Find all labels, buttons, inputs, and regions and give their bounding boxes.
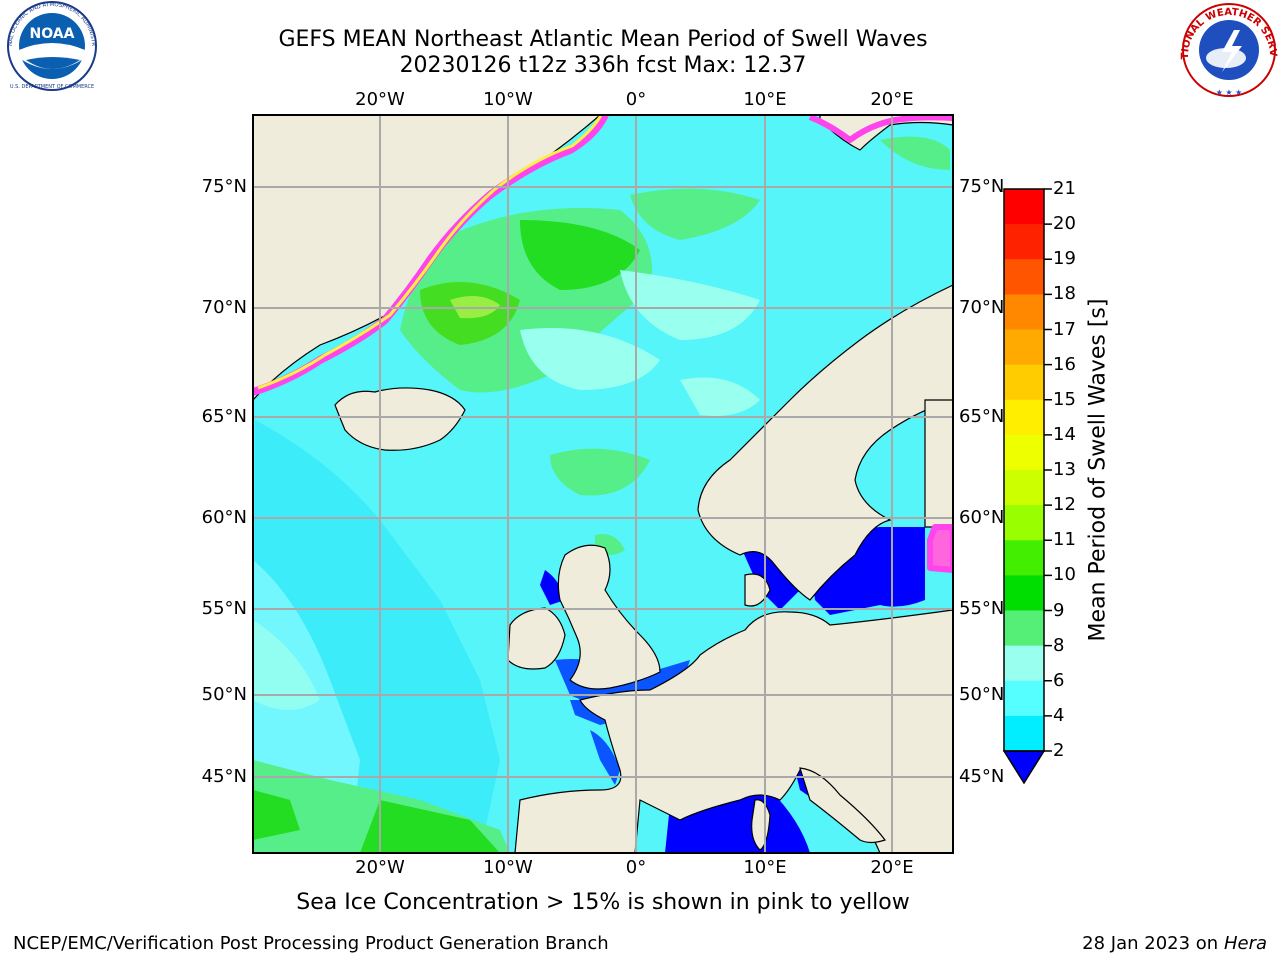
colorbar [1002, 188, 1052, 785]
colorbar-segment [1004, 575, 1044, 611]
footer-date: 28 Jan 2023 on Hera [1082, 933, 1267, 954]
colorbar-tick-label: 13 [1053, 459, 1076, 480]
lat-label-left: 50°N [201, 684, 247, 705]
lat-label-right: 70°N [959, 297, 1005, 318]
map-title: GEFS MEAN Northeast Atlantic Mean Period… [278, 27, 928, 52]
colorbar-tick-label: 12 [1053, 494, 1076, 516]
lon-label-bottom: 0° [625, 857, 647, 878]
sea-ice-note: Sea Ice Concentration > 15% is shown in … [296, 890, 910, 915]
sea-ice-edge [253, 115, 953, 573]
lon-label-top: 20°E [870, 89, 914, 110]
colorbar-tick-label: 18 [1053, 283, 1076, 305]
noaa-ring-text-bottom: U.S. DEPARTMENT OF COMMERCE [10, 84, 94, 90]
colorbar-segment [1004, 294, 1044, 330]
colorbar-tick-label: 19 [1053, 248, 1076, 270]
colorbar-segment [1004, 645, 1044, 682]
ireland [507, 607, 566, 670]
colorbar-segment [1004, 715, 1044, 752]
footer-date-text: 28 Jan 2023 on [1082, 933, 1219, 954]
italy-boot [799, 767, 886, 844]
lon-label-top: 20°W [355, 89, 405, 110]
colorbar-segment [1004, 434, 1044, 471]
colorbar-tick-label: 8 [1053, 634, 1065, 656]
colorbar-tick-label: 6 [1053, 669, 1065, 691]
colorbar-tick-label: 15 [1053, 388, 1076, 410]
footer-host: Hera [1223, 933, 1267, 954]
swell-period-patches [253, 136, 950, 853]
colorbar-segment [1004, 364, 1044, 401]
lat-label-right: 65°N [959, 406, 1005, 427]
svg-text:★ ★ ★: ★ ★ ★ [1216, 88, 1243, 97]
colorbar-segment [1004, 505, 1044, 541]
finland [924, 399, 953, 528]
lon-label-top: 0° [625, 89, 647, 110]
colorbar-tick-label: 16 [1053, 353, 1076, 375]
denmark [744, 573, 771, 607]
map-subtitle: 20230126 t12z 336h fcst Max: 12.37 [399, 53, 807, 78]
colorbar-tick-label: 17 [1053, 318, 1076, 340]
lon-label-bottom: 10°E [743, 857, 787, 878]
colorbar-tick-label: 20 [1053, 213, 1076, 235]
colorbar-under-triangle [1002, 750, 1046, 785]
colorbar-segment [1004, 259, 1044, 295]
graticule [253, 115, 953, 853]
colorbar-segment [1004, 329, 1044, 366]
scandinavia [697, 284, 953, 601]
lon-label-top: 10°E [743, 89, 787, 110]
lon-label-bottom: 10°W [483, 857, 533, 878]
colorbar-tick-label: 10 [1053, 564, 1076, 586]
lat-label-left: 55°N [201, 598, 247, 619]
colorbar-segment [1004, 610, 1044, 647]
noaa-logo-text: NOAA [30, 26, 75, 42]
colorbar-tick-label: 21 [1053, 178, 1076, 199]
colorbar-tick-label: 14 [1053, 423, 1076, 445]
colorbar-segment [1004, 399, 1044, 436]
lon-label-bottom: 20°W [355, 857, 405, 878]
great-britain [557, 544, 661, 690]
noaa-logo: NOAA NATIONAL OCEANIC AND ATMOSPHERIC AD… [0, 0, 97, 91]
lat-label-left: 70°N [201, 297, 247, 318]
lat-label-right: 55°N [959, 598, 1005, 619]
colorbar-label: Mean Period of Swell Waves [s] [1085, 298, 1111, 642]
map-border [252, 114, 954, 854]
lat-label-left: 75°N [201, 176, 247, 197]
colorbar-segment [1004, 224, 1044, 260]
colorbar-segment [1004, 189, 1044, 225]
nws-logo: NATIONAL WEATHER SERVICE ★ ★ ★ [1178, 0, 1278, 97]
lat-label-right: 75°N [959, 176, 1005, 197]
lat-label-left: 45°N [201, 766, 247, 787]
colorbar-tick-label: 9 [1053, 599, 1065, 621]
lat-label-left: 65°N [201, 406, 247, 427]
colorbar-segment [1004, 540, 1044, 576]
lon-label-top: 10°W [483, 89, 533, 110]
colorbar-tick-label: 4 [1053, 704, 1065, 726]
colorbar-tick-label: 11 [1053, 529, 1076, 551]
lat-label-right: 50°N [959, 684, 1005, 705]
lat-label-left: 60°N [201, 507, 247, 528]
lon-label-bottom: 20°E [870, 857, 914, 878]
colorbar-segment [1004, 470, 1044, 506]
lat-label-right: 45°N [959, 766, 1005, 787]
colorbar-tick-label: 2 [1053, 740, 1065, 761]
lat-label-right: 60°N [959, 507, 1005, 528]
footer-credit: NCEP/EMC/Verification Post Processing Pr… [13, 933, 609, 954]
colorbar-segment [1004, 680, 1044, 717]
